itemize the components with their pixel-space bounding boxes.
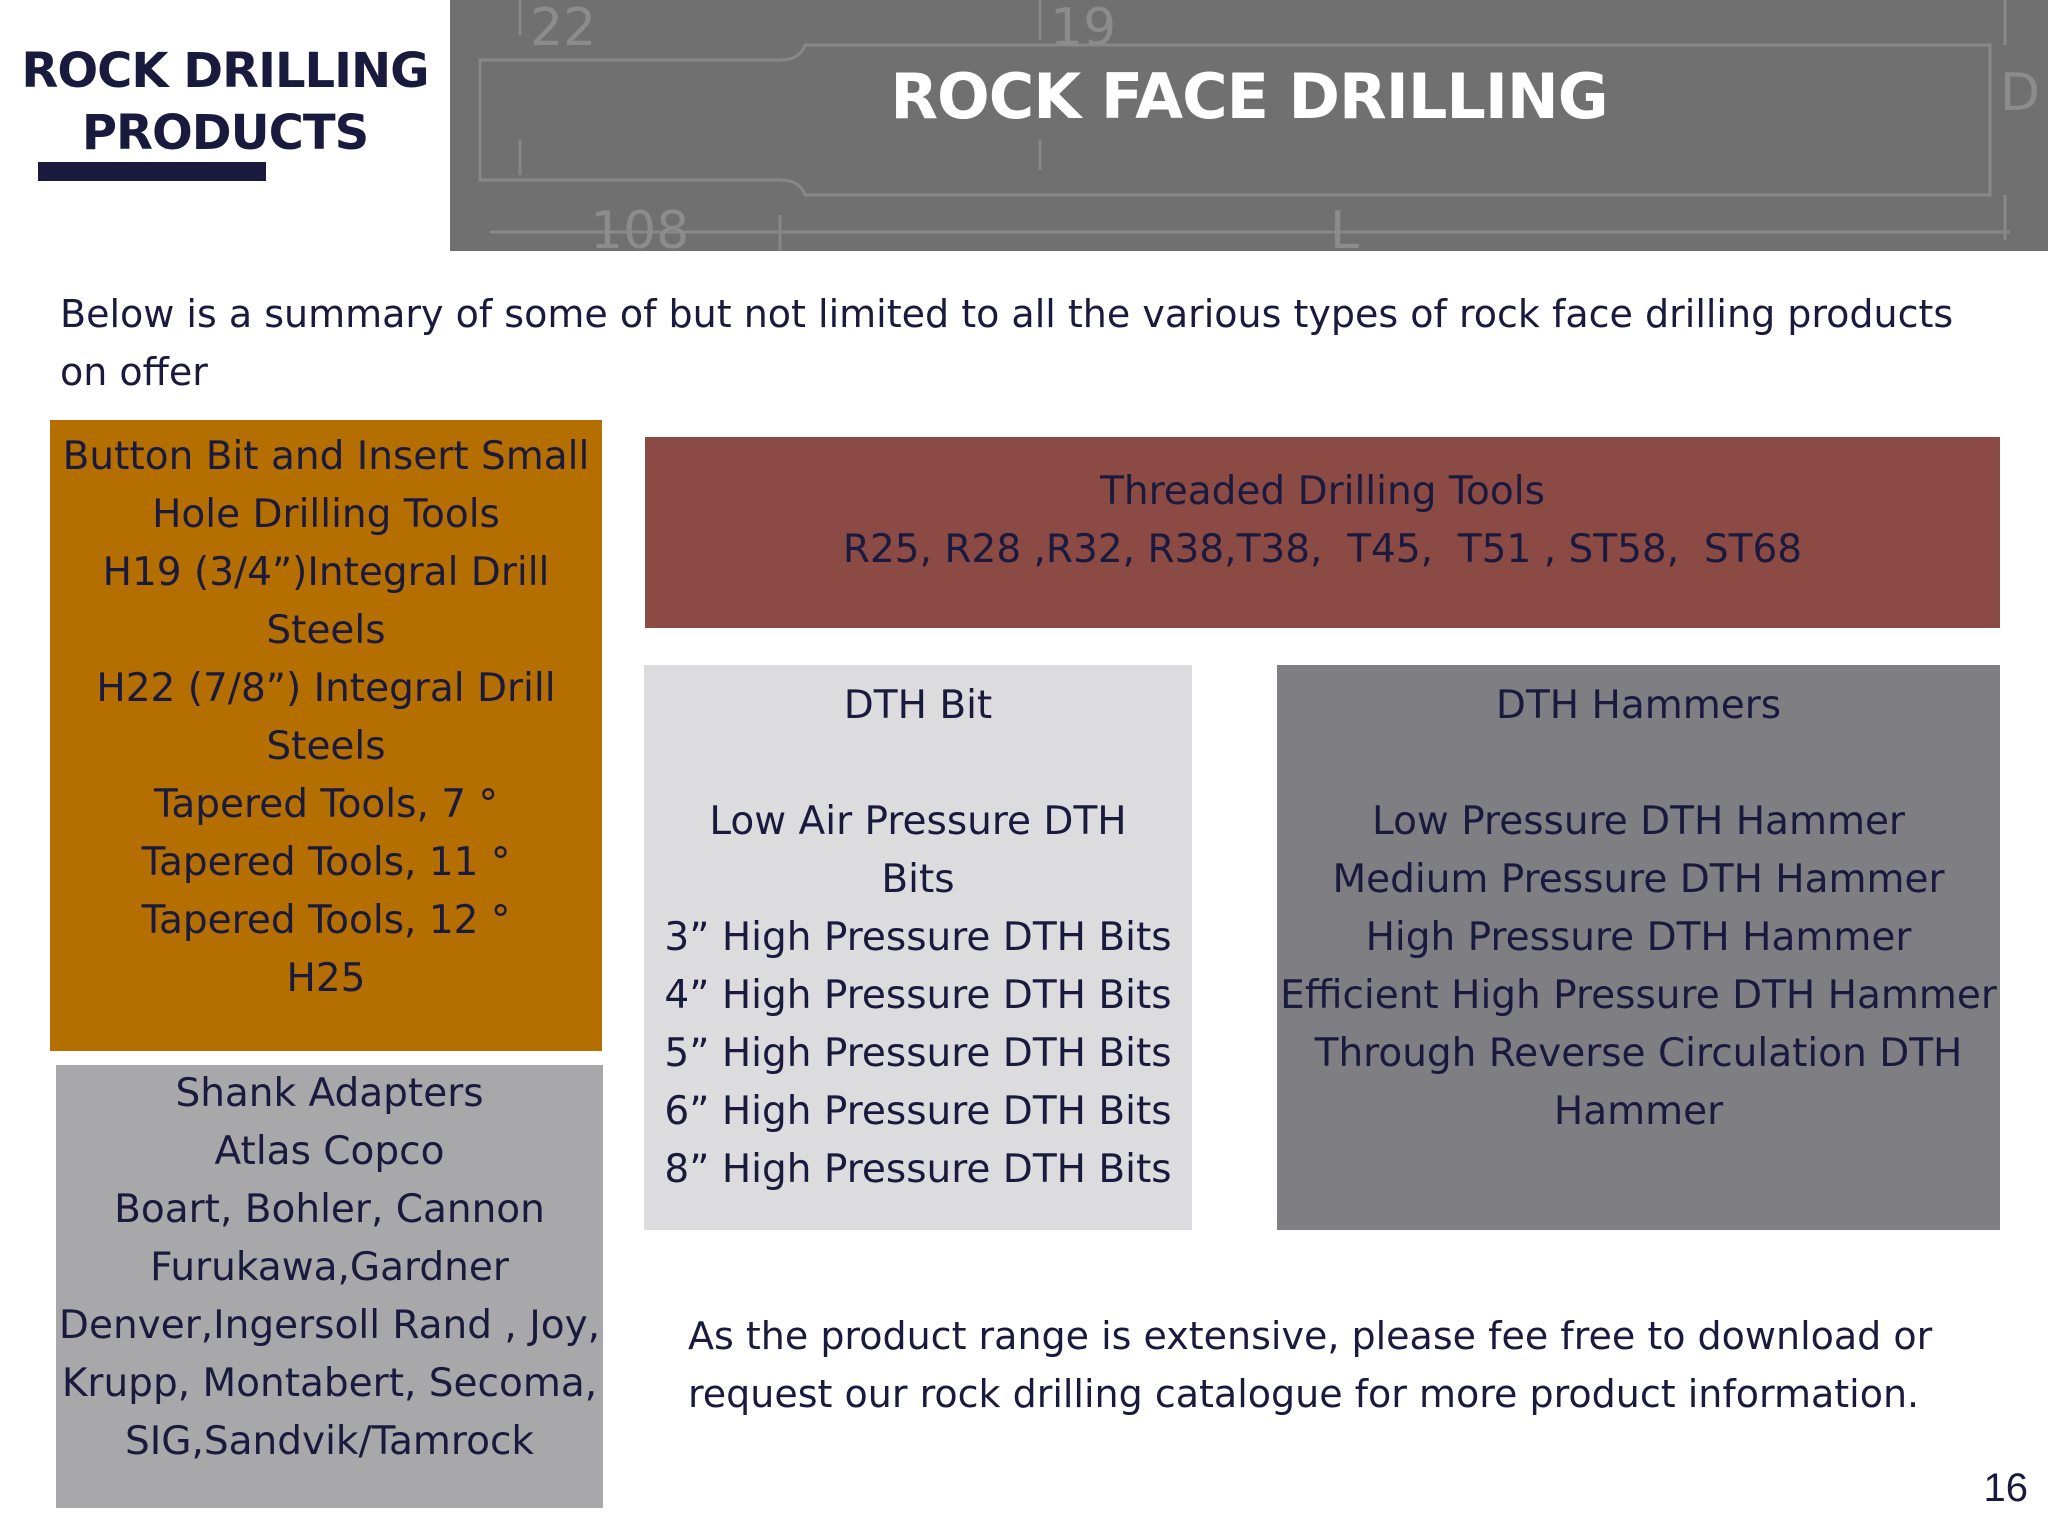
box-line: 4” High Pressure DTH Bits <box>664 973 1172 1018</box>
box-line: Shank Adapters <box>175 1071 484 1116</box>
box-line: Hammer <box>1553 1089 1724 1134</box>
box-line: Atlas Copco <box>214 1129 445 1174</box>
box-line: Efficient High Pressure DTH Hammer <box>1280 973 1997 1018</box>
shank-adapters-box: Shank Adapters Atlas Copco Boart, Bohler… <box>56 1065 603 1508</box>
button-bit-tools-box: Button Bit and Insert Small Hole Drillin… <box>50 420 602 1051</box>
box-line: Furukawa,Gardner <box>150 1245 509 1290</box>
intro-text: Below is a summary of some of but not li… <box>60 292 1954 394</box>
box-line <box>644 735 1192 793</box>
box-line: Tapered Tools, 12 ° <box>141 898 511 943</box>
box-line: H22 (7/8”) Integral Drill <box>96 666 556 711</box>
box-line: 6” High Pressure DTH Bits <box>664 1089 1172 1134</box>
box-line: R25, R28 ,R32, R38,T38, T45, T51 , ST58,… <box>842 527 1803 572</box>
box-line: DTH Hammers <box>1495 683 1782 728</box>
box-line: Steels <box>266 724 386 769</box>
box-line: Button Bit and Insert Small <box>62 434 590 479</box>
box-line: H25 <box>286 956 366 1001</box>
box-line: Low Pressure DTH Hammer <box>1372 799 1905 844</box>
box-line: Tapered Tools, 7 ° <box>154 782 498 827</box>
page-title: ROCK FACE DRILLING <box>890 60 1608 133</box>
box-line: Tapered Tools, 11 ° <box>141 840 511 885</box>
box-line: Through Reverse Circulation DTH <box>1314 1031 1963 1076</box>
box-line: Denver,Ingersoll Rand , Joy, <box>58 1303 601 1348</box>
brand-title-line-1: ROCK DRILLING <box>21 43 429 99</box>
box-line: SIG,Sandvik/Tamrock <box>125 1419 534 1464</box>
box-line: DTH Bit <box>843 683 993 728</box>
box-line: High Pressure DTH Hammer <box>1365 915 1912 960</box>
brand-block: ROCK DRILLING PRODUCTS <box>0 0 450 250</box>
diagram-label-22: 22 <box>530 0 596 58</box>
threaded-drilling-tools-box: Threaded Drilling Tools R25, R28 ,R32, R… <box>645 437 2000 628</box>
box-line: Bits <box>881 857 955 902</box>
closing-note: As the product range is extensive, pleas… <box>688 1314 1933 1416</box>
dth-hammers-box: DTH Hammers Low Pressure DTH Hammer Medi… <box>1277 665 2000 1230</box>
diagram-label-108: 108 <box>590 201 689 251</box>
box-line: 5” High Pressure DTH Bits <box>664 1031 1172 1076</box>
brand-title-line-2: PRODUCTS <box>81 105 369 161</box>
dth-bit-box: DTH Bit Low Air Pressure DTH Bits 3” Hig… <box>644 665 1192 1230</box>
box-line: Steels <box>266 608 386 653</box>
page-number: 16 <box>1983 1466 2029 1510</box>
box-line: 8” High Pressure DTH Bits <box>664 1147 1172 1192</box>
diagram-label-l: L <box>1330 201 1359 251</box>
box-line: H19 (3/4”)Integral Drill <box>102 550 550 595</box>
drill-rod-diagram-image: 22 19 108 L D <box>478 0 2040 251</box>
brand-title: ROCK DRILLING PRODUCTS <box>0 40 450 164</box>
box-line: Threaded Drilling Tools <box>1100 469 1545 514</box>
brand-underline-bar <box>38 162 266 181</box>
diagram-label-d: D <box>2000 63 2040 123</box>
box-line <box>1277 735 2000 793</box>
box-line: Medium Pressure DTH Hammer <box>1332 857 1945 902</box>
header-banner: 22 19 108 L D ROCK FACE DRILLING <box>450 0 2048 251</box>
box-line: 3” High Pressure DTH Bits <box>664 915 1172 960</box>
box-line: Low Air Pressure DTH <box>709 799 1127 844</box>
box-line: Krupp, Montabert, Secoma, <box>61 1361 598 1406</box>
diagram-label-19: 19 <box>1050 0 1116 58</box>
box-line: Hole Drilling Tools <box>152 492 500 537</box>
box-line: Boart, Bohler, Cannon <box>114 1187 545 1232</box>
